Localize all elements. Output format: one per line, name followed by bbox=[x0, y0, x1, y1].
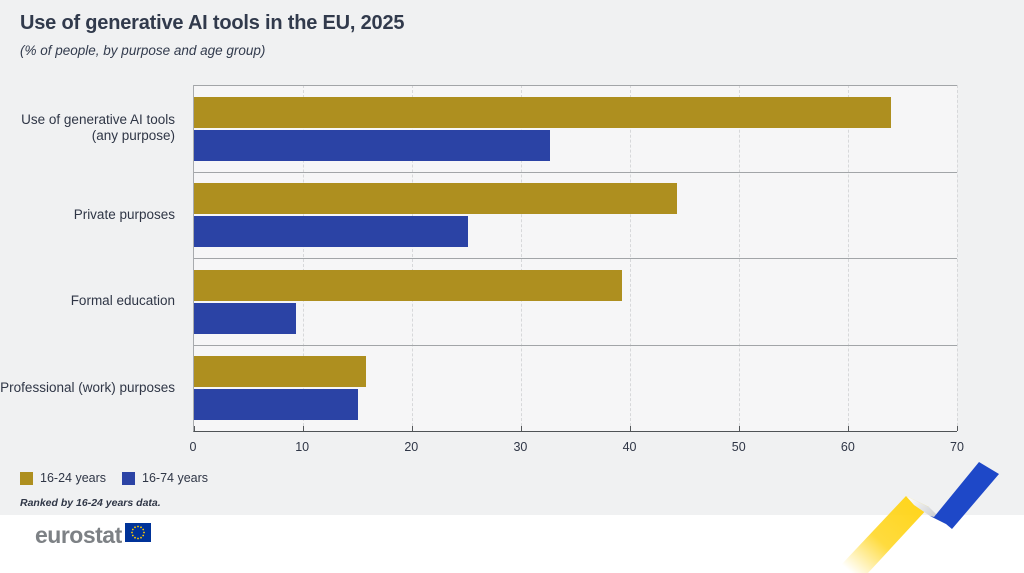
eurostat-wordmark: eurostat bbox=[35, 522, 122, 548]
bar-16-74-years bbox=[194, 302, 297, 334]
page-subtitle: (% of people, by purpose and age group) bbox=[20, 43, 266, 58]
legend-swatch-icon bbox=[20, 471, 33, 485]
footnote: Ranked by 16-24 years data. bbox=[20, 497, 161, 509]
tickmark-30 bbox=[521, 426, 522, 431]
category-label: Private purposes bbox=[73, 206, 175, 222]
bar-group bbox=[194, 258, 957, 345]
bar-16-24-years bbox=[194, 96, 891, 128]
gridline-70 bbox=[957, 85, 958, 431]
tickmark-60 bbox=[848, 426, 849, 431]
bar-group bbox=[194, 171, 957, 259]
legend-swatch-icon bbox=[122, 471, 136, 485]
legend-label: 16-74 years bbox=[142, 471, 209, 485]
bar-group bbox=[194, 85, 957, 172]
x-tick-label: 60 bbox=[840, 440, 855, 454]
tickmark-20 bbox=[412, 426, 413, 431]
x-tick-label: 70 bbox=[950, 440, 964, 454]
ribbon-decoration-icon bbox=[841, 462, 999, 573]
bar-groups bbox=[194, 85, 957, 431]
bar-group bbox=[194, 344, 957, 432]
x-axis: 0 10 20 30 40 50 60 70 bbox=[189, 432, 964, 456]
category-label: Use of generative AI tools (any purpose) bbox=[21, 111, 175, 144]
x-tick-label: 20 bbox=[404, 440, 419, 454]
category-label: Professional (work) purposes bbox=[0, 380, 175, 396]
legend-item: 16-24 years bbox=[20, 471, 106, 485]
legend: 16-24 years 16-74 years bbox=[20, 471, 208, 485]
x-tick-label: 10 bbox=[295, 440, 310, 454]
tickmark-0 bbox=[194, 426, 195, 431]
bar-16-24-years bbox=[194, 269, 623, 301]
bar-16-74-years bbox=[194, 216, 468, 248]
eurostat-logo: eurostat bbox=[35, 523, 151, 547]
category-label: Formal education bbox=[70, 293, 175, 309]
bar-16-74-years bbox=[194, 129, 551, 161]
bar-16-24-years bbox=[194, 183, 677, 215]
tickmark-40 bbox=[630, 426, 631, 431]
page-title: Use of generative AI tools in the EU, 20… bbox=[20, 12, 405, 34]
tickmark-70 bbox=[957, 426, 958, 431]
x-tick-label: 40 bbox=[622, 440, 637, 454]
x-tick-label: 0 bbox=[189, 440, 197, 454]
legend-item: 16-74 years bbox=[122, 471, 208, 485]
x-tick-label: 30 bbox=[513, 440, 528, 454]
legend-label: 16-24 years bbox=[40, 471, 107, 485]
x-tick-label: 50 bbox=[731, 440, 746, 454]
category-axis: Use of generative AI tools (any purpose) P… bbox=[0, 85, 183, 432]
plot-area bbox=[193, 85, 958, 432]
bar-16-24-years bbox=[194, 356, 367, 388]
bar-16-74-years bbox=[194, 389, 358, 421]
tickmark-50 bbox=[739, 426, 740, 431]
tickmark-10 bbox=[303, 426, 304, 431]
eu-flag-icon bbox=[124, 523, 151, 547]
